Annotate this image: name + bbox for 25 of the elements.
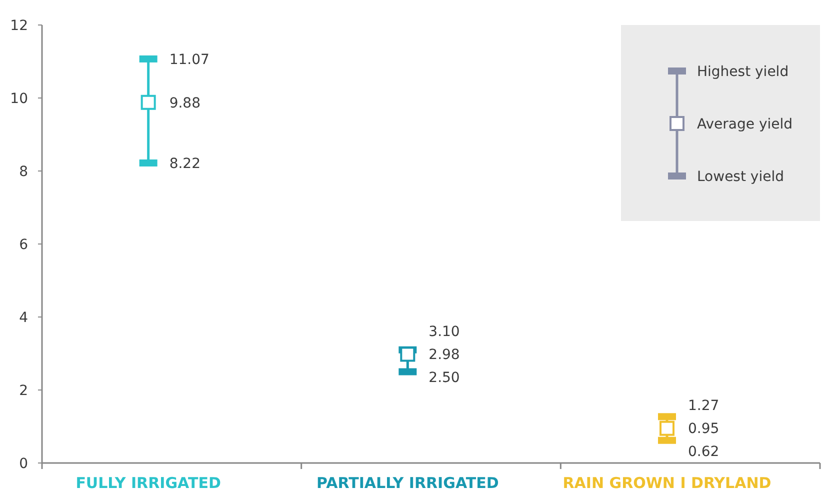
text: Average yield — [697, 116, 793, 132]
x-tick-label: PARTIALLY IRRIGATED — [316, 474, 499, 492]
y-tick-label: 4 — [19, 310, 28, 326]
data-label: 2.50 — [428, 370, 460, 386]
y-tick-label: 10 — [10, 90, 28, 107]
point — [400, 346, 416, 362]
point — [659, 420, 674, 436]
point — [140, 94, 156, 110]
data-label: 0.95 — [688, 421, 720, 438]
data-label: 9.88 — [169, 95, 200, 112]
text: Highest yield — [697, 64, 789, 80]
text: Lowest yield — [697, 168, 784, 185]
data-label: 0.62 — [688, 444, 720, 460]
y-tick-label: 6 — [19, 236, 28, 253]
x-tick-label: FULLY IRRIGATED — [76, 474, 221, 492]
data-label: 11.07 — [169, 52, 210, 68]
y-tick-label: 8 — [19, 164, 28, 180]
x-tick-label: RAIN GROWN I DRYLAND — [562, 474, 772, 492]
y-tick-label: 12 — [10, 18, 28, 34]
data-label: 3.10 — [428, 324, 460, 340]
data-label: 8.22 — [169, 156, 200, 172]
data-label: 2.98 — [428, 347, 460, 364]
y-tick-label: 0 — [19, 456, 28, 472]
y-tick-label: 2 — [19, 382, 28, 399]
data-label: 1.27 — [688, 398, 720, 414]
